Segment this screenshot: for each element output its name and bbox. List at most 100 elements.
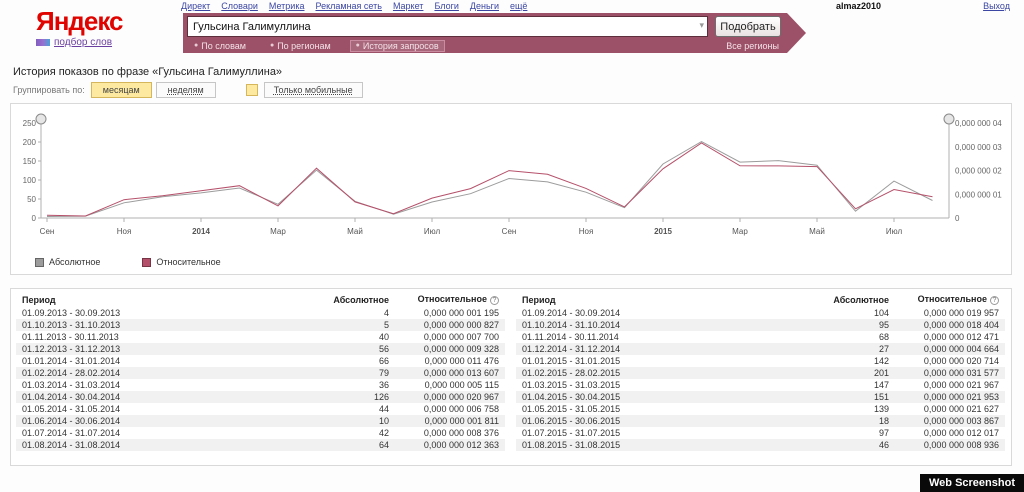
period-cell: 01.06.2014 - 30.06.2014 bbox=[22, 416, 121, 426]
table-row: 01.09.2013 - 30.09.2013 4 0,000 000 001 19… bbox=[16, 307, 505, 319]
table-row: 01.08.2014 - 31.08.2014 64 0,000 000 012 3… bbox=[16, 439, 505, 451]
chart-panel: 0 50 100 150 200 250 0,000 000 04 0,000 000 03 0… bbox=[10, 103, 1012, 275]
search-input[interactable] bbox=[187, 16, 708, 37]
period-cell: 01.07.2014 - 31.07.2014 bbox=[22, 428, 121, 438]
search-banner: ▾ Подобрать ●По словам●По регионам●Истор… bbox=[183, 13, 806, 53]
period-cell: 01.04.2015 - 30.04.2015 bbox=[522, 392, 621, 402]
rel-cell: 0,000 000 000 827 bbox=[423, 320, 499, 330]
table-row: 01.06.2014 - 30.06.2014 10 0,000 000 001 8… bbox=[16, 415, 505, 427]
abs-cell: 151 bbox=[873, 392, 889, 402]
table-row: 01.01.2015 - 31.01.2015 142 0,000 000 020 … bbox=[516, 355, 1005, 367]
abs-cell: 44 bbox=[378, 404, 389, 414]
nav-link[interactable]: Маркет bbox=[392, 1, 424, 11]
group-by-label: Группировать по: bbox=[13, 85, 85, 95]
rel-cell: 0,000 000 012 471 bbox=[923, 332, 999, 342]
group-option[interactable]: месяцам bbox=[90, 82, 152, 98]
legend-swatch-icon bbox=[142, 257, 152, 267]
svg-text:0,000 000 02: 0,000 000 02 bbox=[955, 167, 1002, 176]
rel-cell: 0,000 000 003 867 bbox=[923, 416, 999, 426]
rel-cell: 0,000 000 001 195 bbox=[423, 308, 499, 318]
stats-table-panel: Период Абсолютное Относительное? 01.09.2013… bbox=[10, 288, 1012, 466]
table-row: 01.11.2013 - 30.11.2013 40 0,000 000 007 7… bbox=[16, 331, 505, 343]
table-row: 01.10.2013 - 31.10.2013 5 0,000 000 000 82… bbox=[16, 319, 505, 331]
rel-cell: 0,000 000 008 376 bbox=[423, 428, 499, 438]
abs-cell: 68 bbox=[878, 332, 889, 342]
search-modes: ● По словам ● По регионам ● История запросов bbox=[189, 39, 459, 52]
banner-arrow-icon bbox=[787, 13, 806, 53]
watermark-badge: Web Screenshot bbox=[920, 474, 1024, 492]
svg-text:Ноя: Ноя bbox=[117, 227, 132, 236]
search-mode[interactable]: ● По словам bbox=[189, 40, 251, 52]
mode-label: По словам bbox=[201, 41, 246, 51]
legend-label: Относительное bbox=[156, 257, 221, 267]
period-cell: 01.05.2015 - 31.05.2015 bbox=[522, 404, 621, 414]
svg-text:Сен: Сен bbox=[502, 227, 517, 236]
radio-icon: ● bbox=[194, 42, 199, 49]
abs-cell: 95 bbox=[878, 320, 889, 330]
svg-text:Мар: Мар bbox=[270, 227, 286, 236]
period-cell: 01.09.2014 - 30.09.2014 bbox=[522, 308, 621, 318]
help-icon[interactable]: ? bbox=[990, 296, 999, 305]
rel-cell: 0,000 000 011 476 bbox=[424, 356, 499, 366]
period-cell: 01.07.2015 - 31.07.2015 bbox=[522, 428, 621, 438]
table-row: 01.08.2015 - 31.08.2015 46 0,000 000 008 9… bbox=[516, 439, 1005, 451]
rel-cell: 0,000 000 004 664 bbox=[923, 344, 999, 354]
column-header: Абсолютное bbox=[333, 294, 389, 305]
svg-text:2014: 2014 bbox=[192, 227, 210, 236]
legend-swatch-icon bbox=[35, 257, 44, 267]
svg-text:Июл: Июл bbox=[424, 227, 441, 236]
column-header: Абсолютное bbox=[833, 294, 889, 305]
nav-link[interactable]: Метрика bbox=[268, 1, 305, 11]
table-row: 01.12.2014 - 31.12.2014 27 0,000 000 004 6… bbox=[516, 343, 1005, 355]
stats-table-right: Период Абсолютное Относительное? 01.09.2014… bbox=[516, 292, 1005, 451]
legend-label: Абсолютное bbox=[49, 257, 101, 267]
help-icon[interactable]: ? bbox=[490, 296, 499, 305]
abs-cell: 10 bbox=[378, 416, 389, 426]
range-slider-handle-left[interactable] bbox=[35, 113, 47, 125]
range-slider-handle-right[interactable] bbox=[943, 113, 955, 125]
search-mode[interactable]: ● История запросов bbox=[349, 40, 445, 52]
nav-link[interactable]: Рекламная сеть bbox=[315, 1, 382, 11]
mobile-only-button[interactable]: Только мобильные bbox=[263, 82, 363, 98]
rel-cell: 0,000 000 013 607 bbox=[423, 368, 499, 378]
svg-text:0,000 000 04: 0,000 000 04 bbox=[955, 119, 1002, 128]
table-row: 01.07.2014 - 31.07.2014 42 0,000 000 008 3… bbox=[16, 427, 505, 439]
search-mode[interactable]: ● По регионам bbox=[265, 40, 336, 52]
abs-cell: 56 bbox=[378, 344, 389, 354]
abs-cell: 42 bbox=[378, 428, 389, 438]
username: almaz2010 bbox=[836, 1, 882, 11]
table-row: 01.04.2015 - 30.04.2015 151 0,000 000 021 … bbox=[516, 391, 1005, 403]
abs-cell: 147 bbox=[873, 380, 889, 390]
column-header: Относительное? bbox=[895, 292, 1005, 307]
svg-text:0: 0 bbox=[32, 214, 37, 223]
period-cell: 01.12.2013 - 31.12.2013 bbox=[22, 344, 121, 354]
period-cell: 01.11.2013 - 30.11.2013 bbox=[22, 332, 119, 342]
table-row: 01.11.2014 - 30.11.2014 68 0,000 000 012 4… bbox=[516, 331, 1005, 343]
rel-cell: 0,000 000 020 967 bbox=[423, 392, 499, 402]
nav-link[interactable]: Директ bbox=[181, 1, 211, 11]
nav-link[interactable]: Деньги bbox=[469, 1, 499, 11]
abs-cell: 4 bbox=[383, 308, 389, 318]
radio-icon: ● bbox=[355, 42, 360, 49]
logo-text: Яндекс bbox=[36, 6, 123, 36]
rel-cell: 0,000 000 005 115 bbox=[424, 380, 499, 390]
period-cell: 01.10.2014 - 31.10.2014 bbox=[522, 320, 621, 330]
table-row: 01.03.2015 - 31.03.2015 147 0,000 000 021 … bbox=[516, 379, 1005, 391]
nav-link[interactable]: Словари bbox=[221, 1, 258, 11]
group-option[interactable]: неделям bbox=[155, 82, 216, 98]
dropdown-caret-icon[interactable]: ▾ bbox=[699, 20, 704, 30]
column-header: Относительное? bbox=[395, 292, 505, 307]
rel-cell: 0,000 000 031 577 bbox=[923, 368, 999, 378]
logout-link[interactable]: Выход bbox=[983, 1, 1010, 11]
mobile-only-checkbox[interactable] bbox=[245, 84, 258, 96]
wordstat-link[interactable]: подбор слов bbox=[54, 37, 113, 48]
abs-cell: 46 bbox=[878, 440, 889, 450]
nav-link[interactable]: Блоги bbox=[434, 1, 459, 11]
period-cell: 01.03.2014 - 31.03.2014 bbox=[22, 380, 121, 390]
nav-link[interactable]: ещё bbox=[510, 1, 528, 11]
abs-cell: 139 bbox=[873, 404, 889, 414]
abs-cell: 97 bbox=[878, 428, 889, 438]
yandex-logo[interactable]: Яндекс подбор слов bbox=[36, 8, 123, 48]
submit-button[interactable]: Подобрать bbox=[715, 16, 781, 37]
all-regions-link[interactable]: Все регионы bbox=[726, 40, 779, 51]
